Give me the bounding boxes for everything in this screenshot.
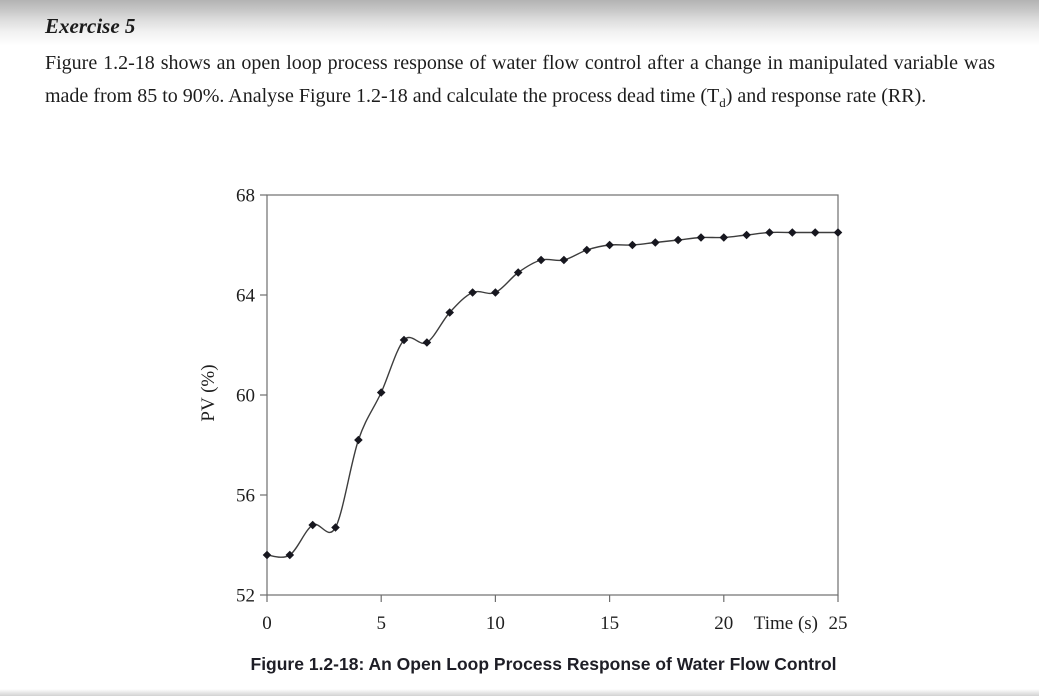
figure-1-2-18: 52 56 60 64 68 0 5 10 15 20 25 Time (s) PV (%) — [190, 178, 880, 638]
open-loop-response-chart: 52 56 60 64 68 0 5 10 15 20 25 Time (s) PV (%) — [198, 186, 848, 635]
response-curve — [266, 231, 838, 558]
y-axis-title: PV (%) — [198, 364, 219, 421]
exercise-heading: Exercise 5 — [45, 14, 136, 38]
dead-time-subscript: d — [719, 94, 726, 110]
data-point-markers — [262, 228, 843, 560]
scan-gradient-bottom — [0, 689, 1039, 696]
x-tick-label: 15 — [600, 613, 619, 634]
y-tick-label: 68 — [236, 186, 255, 207]
paragraph-text-end: ) and response rate (RR). — [725, 84, 927, 107]
x-tick-label: 25 — [829, 613, 848, 634]
x-tick-label: 5 — [376, 613, 386, 634]
x-tick-label: 20 — [714, 613, 733, 634]
y-tick-label: 60 — [236, 386, 255, 407]
y-tick-label: 52 — [236, 586, 255, 607]
y-tick-label: 64 — [236, 286, 256, 307]
paragraph-text-start: Figure 1.2-18 shows an open loop process… — [45, 52, 995, 107]
scan-gradient-top — [0, 0, 1039, 46]
x-tick-label: 10 — [486, 613, 505, 634]
exercise-paragraph: Figure 1.2-18 shows an open loop process… — [45, 47, 995, 112]
plot-border — [266, 194, 839, 596]
x-axis-title: Time (s) — [754, 613, 818, 634]
x-tick-label: 0 — [262, 613, 272, 634]
figure-caption: Figure 1.2-18: An Open Loop Process Resp… — [250, 654, 837, 674]
y-tick-label: 56 — [236, 486, 255, 507]
